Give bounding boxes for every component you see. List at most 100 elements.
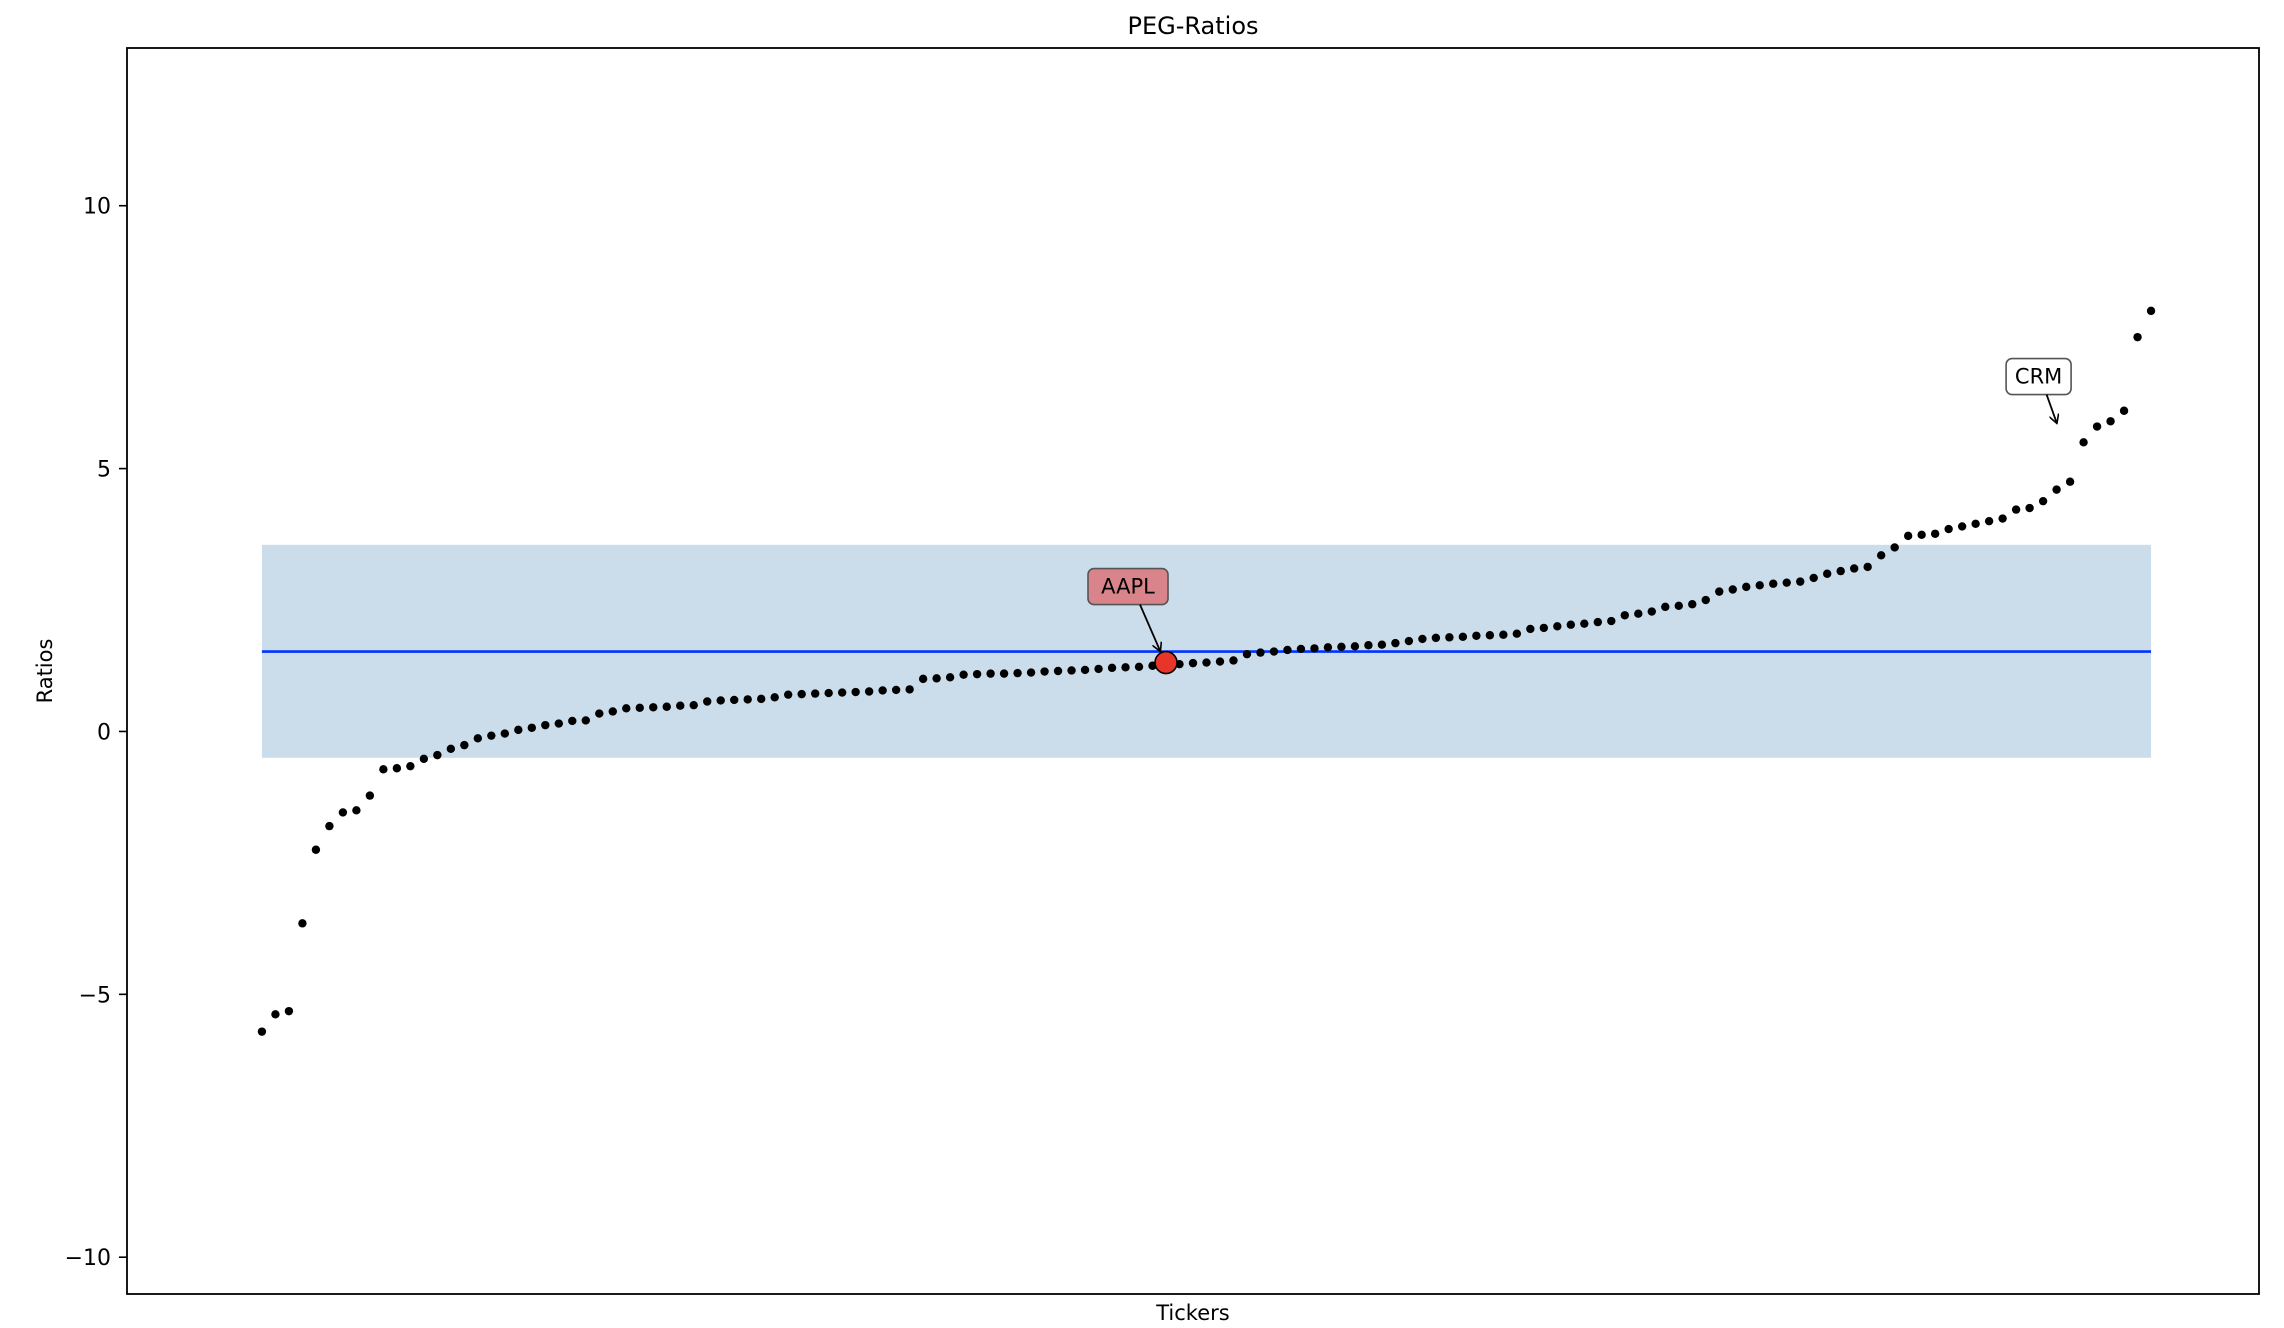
data-point [1998, 514, 2007, 523]
data-point [581, 716, 590, 725]
data-point [392, 764, 402, 773]
annotation-arrow [1139, 604, 1160, 651]
data-point [1769, 579, 1778, 588]
data-point [1242, 649, 1252, 659]
data-point [1350, 642, 1360, 651]
data-point [1566, 620, 1576, 629]
data-point [1944, 524, 1953, 534]
data-point [608, 707, 617, 716]
data-point [2092, 422, 2102, 431]
data-point [284, 1006, 294, 1016]
data-point [959, 670, 968, 679]
data-point [487, 731, 496, 740]
data-point [2133, 332, 2142, 342]
data-point [257, 1027, 267, 1036]
data-point [1634, 609, 1643, 618]
data-point [1310, 644, 1319, 653]
data-point [446, 744, 456, 754]
data-point [1930, 529, 1940, 538]
y-axis-label: Ratios [33, 639, 57, 704]
data-point [338, 808, 348, 817]
data-point [622, 704, 631, 713]
data-point [1890, 543, 1899, 552]
data-point [365, 791, 375, 800]
y-axis: 10 5 0 −5 −10 [65, 195, 127, 1271]
plot-area-frame [126, 47, 2260, 1295]
data-point [2119, 406, 2129, 415]
data-point [1107, 663, 1117, 673]
data-point [1917, 530, 1926, 540]
data-point [1593, 617, 1603, 627]
data-point [824, 688, 833, 698]
data-point [311, 845, 321, 854]
data-point [1418, 634, 1427, 644]
data-point [1526, 624, 1535, 634]
y-tick-label: −10 [65, 1246, 111, 1271]
annotation-box [1087, 567, 1169, 606]
data-point [1188, 658, 1198, 668]
data-point [325, 821, 334, 831]
annotation-label: CRM [2015, 365, 2062, 389]
data-point [1269, 647, 1279, 656]
data-point [568, 716, 577, 726]
data-point [1283, 645, 1292, 655]
data-point [891, 685, 901, 695]
data-point [2146, 306, 2156, 316]
data-point [797, 689, 806, 699]
data-point [554, 719, 563, 728]
data-point [379, 765, 388, 774]
data-point [1661, 602, 1670, 612]
data-point [810, 689, 820, 698]
data-point [1296, 644, 1306, 654]
data-point [406, 761, 415, 771]
data-point [1876, 551, 1886, 560]
x-axis-label: Tickers [1155, 1301, 1229, 1324]
data-point [1134, 662, 1144, 671]
y-tick-label: 5 [97, 458, 111, 483]
data-point [1391, 638, 1400, 648]
data-point [743, 695, 752, 704]
data-point [1256, 648, 1265, 657]
data-point [500, 729, 510, 738]
data-point [1485, 631, 1495, 640]
data-point [1445, 633, 1454, 642]
data-point [352, 806, 361, 815]
data-point [878, 686, 887, 695]
data-point [1215, 657, 1225, 666]
data-point [1957, 522, 1967, 531]
data-point [1377, 640, 1387, 649]
data-point [986, 669, 995, 678]
annotation-arrow [2045, 394, 2057, 423]
data-point [1053, 666, 1063, 676]
data-point [1984, 516, 1994, 526]
data-point [514, 725, 523, 735]
data-point [1499, 630, 1508, 639]
data-point [730, 695, 739, 705]
data-point [1094, 664, 1103, 674]
data-point [649, 703, 658, 712]
annotation-label: AAPL [1101, 575, 1155, 599]
data-point [972, 669, 982, 679]
data-point [716, 696, 725, 705]
data-point [635, 703, 644, 713]
data-point [1080, 665, 1090, 675]
data-point [1863, 562, 1872, 572]
data-point [1728, 585, 1737, 594]
data-point [1229, 656, 1238, 665]
data-point [2106, 417, 2115, 426]
data-point [864, 687, 874, 696]
annotation-crm: CRM [2005, 357, 2072, 423]
data-point [1040, 667, 1049, 676]
data-point [932, 674, 941, 683]
data-point [1337, 642, 1346, 652]
data-point [2079, 438, 2088, 447]
data-point [473, 734, 483, 743]
data-point [1796, 577, 1805, 586]
data-point [1121, 663, 1130, 672]
data-point [918, 674, 928, 684]
data-point [1472, 631, 1481, 640]
data-point [1539, 623, 1549, 633]
data-point [1742, 582, 1751, 592]
data-point [770, 693, 779, 702]
